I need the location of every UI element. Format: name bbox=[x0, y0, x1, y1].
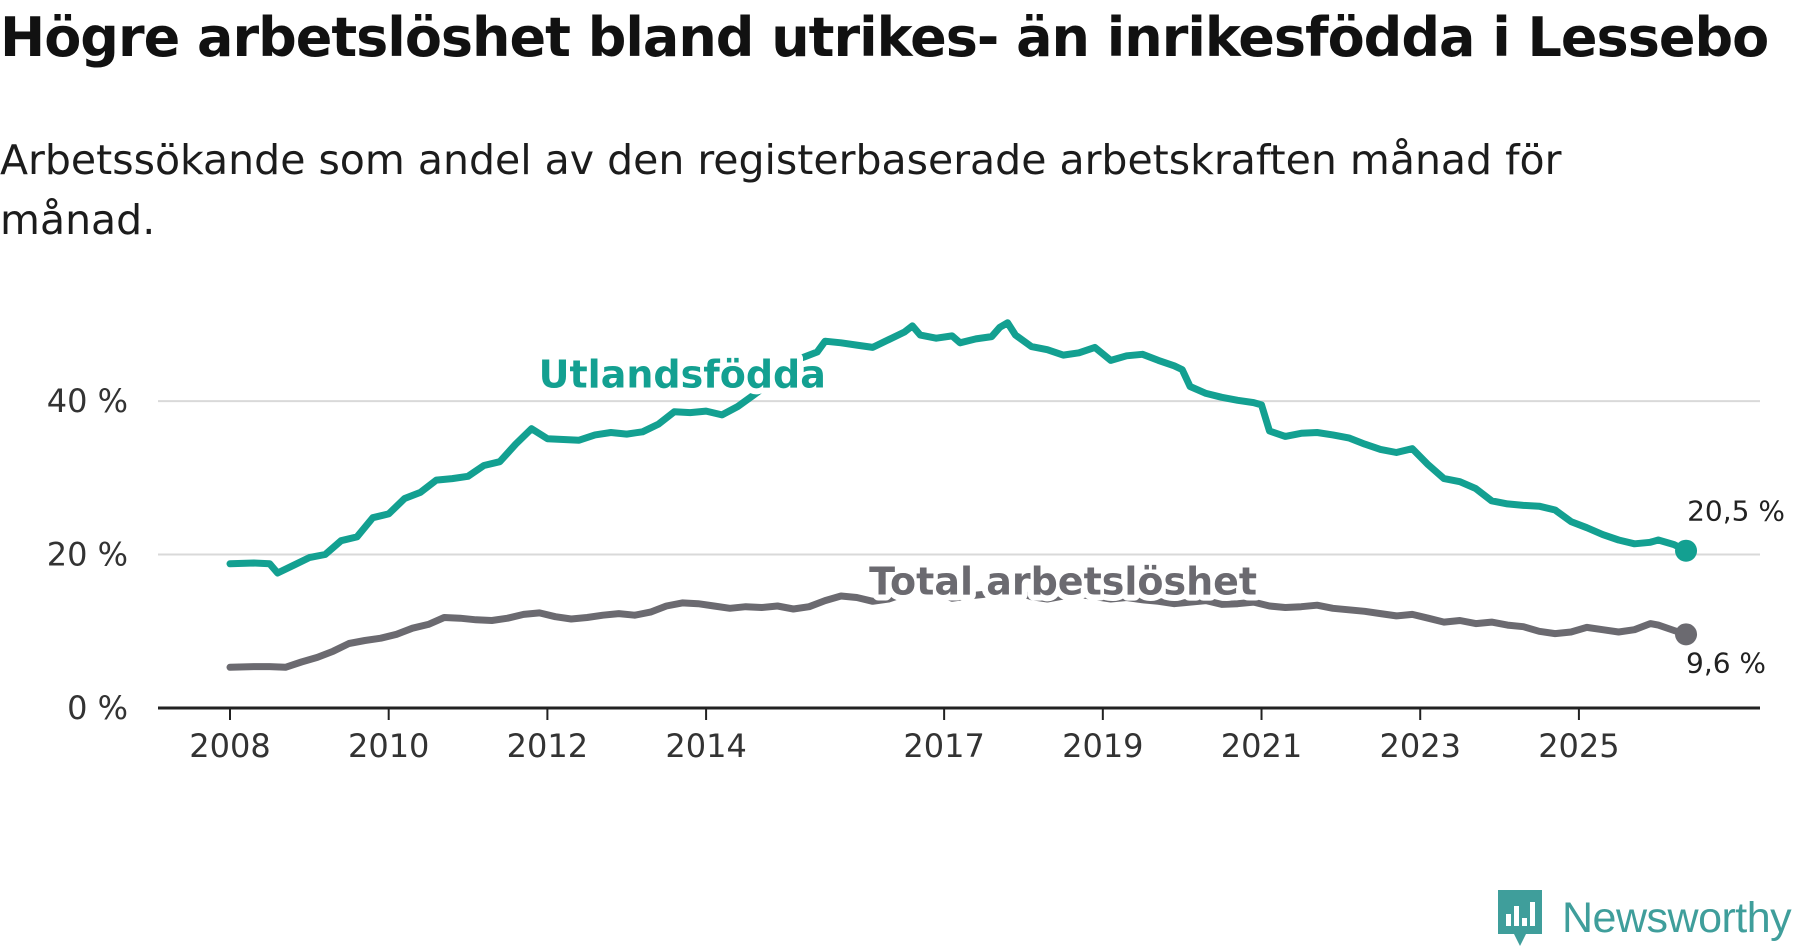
foreign-born-label-halo: Utlandsfödda bbox=[539, 352, 826, 396]
total-unemployment-label-halo: Total arbetslöshet bbox=[869, 559, 1257, 603]
x-tick-label: 2014 bbox=[665, 727, 746, 765]
y-tick-label: 20 % bbox=[47, 536, 128, 574]
newsworthy-logo-icon bbox=[1498, 890, 1542, 946]
x-tick-label: 2019 bbox=[1062, 727, 1143, 765]
newsworthy-logo-text: Newsworthy bbox=[1562, 893, 1792, 942]
foreign-born-end-value: 20,5 % bbox=[1687, 495, 1785, 528]
x-axis-ticks: 2008 2010 2012 2014 2017 2019 2021 2023 2025 bbox=[189, 708, 1620, 765]
total-unemployment-line bbox=[226, 584, 1690, 671]
chart-title: Högre arbetslöshet bland utrikes- än inr… bbox=[0, 6, 1769, 69]
y-tick-label: 0 % bbox=[67, 689, 128, 727]
total-unemployment-end-value: 9,6 % bbox=[1686, 646, 1766, 679]
foreign-born-end-point bbox=[1675, 539, 1698, 562]
y-axis-ticks: 0 % 20 % 40 % bbox=[47, 382, 128, 727]
foreign-born-label: Utlandsfödda bbox=[539, 352, 826, 396]
x-tick-label: 2010 bbox=[348, 727, 429, 765]
x-tick-label: 2021 bbox=[1221, 727, 1302, 765]
x-tick-label: 2008 bbox=[189, 727, 270, 765]
y-tick-label: 40 % bbox=[47, 382, 128, 420]
x-tick-label: 2025 bbox=[1538, 727, 1619, 765]
total-unemployment-end-point bbox=[1675, 623, 1698, 646]
grid-lines bbox=[158, 400, 1760, 556]
newsworthy-logo: Newsworthy bbox=[1496, 888, 1792, 948]
foreign-born-line bbox=[226, 319, 1690, 577]
series-lines bbox=[226, 319, 1698, 671]
x-tick-label: 2023 bbox=[1379, 727, 1460, 765]
x-tick-label: 2012 bbox=[507, 727, 588, 765]
total-unemployment-label: Total arbetslöshet bbox=[869, 559, 1257, 603]
x-tick-label: 2017 bbox=[903, 727, 984, 765]
chart-subtitle: Arbetssökande som andel av den registerb… bbox=[0, 136, 1562, 244]
